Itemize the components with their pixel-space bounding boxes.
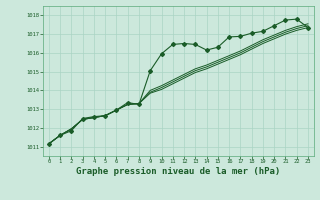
X-axis label: Graphe pression niveau de la mer (hPa): Graphe pression niveau de la mer (hPa): [76, 167, 281, 176]
